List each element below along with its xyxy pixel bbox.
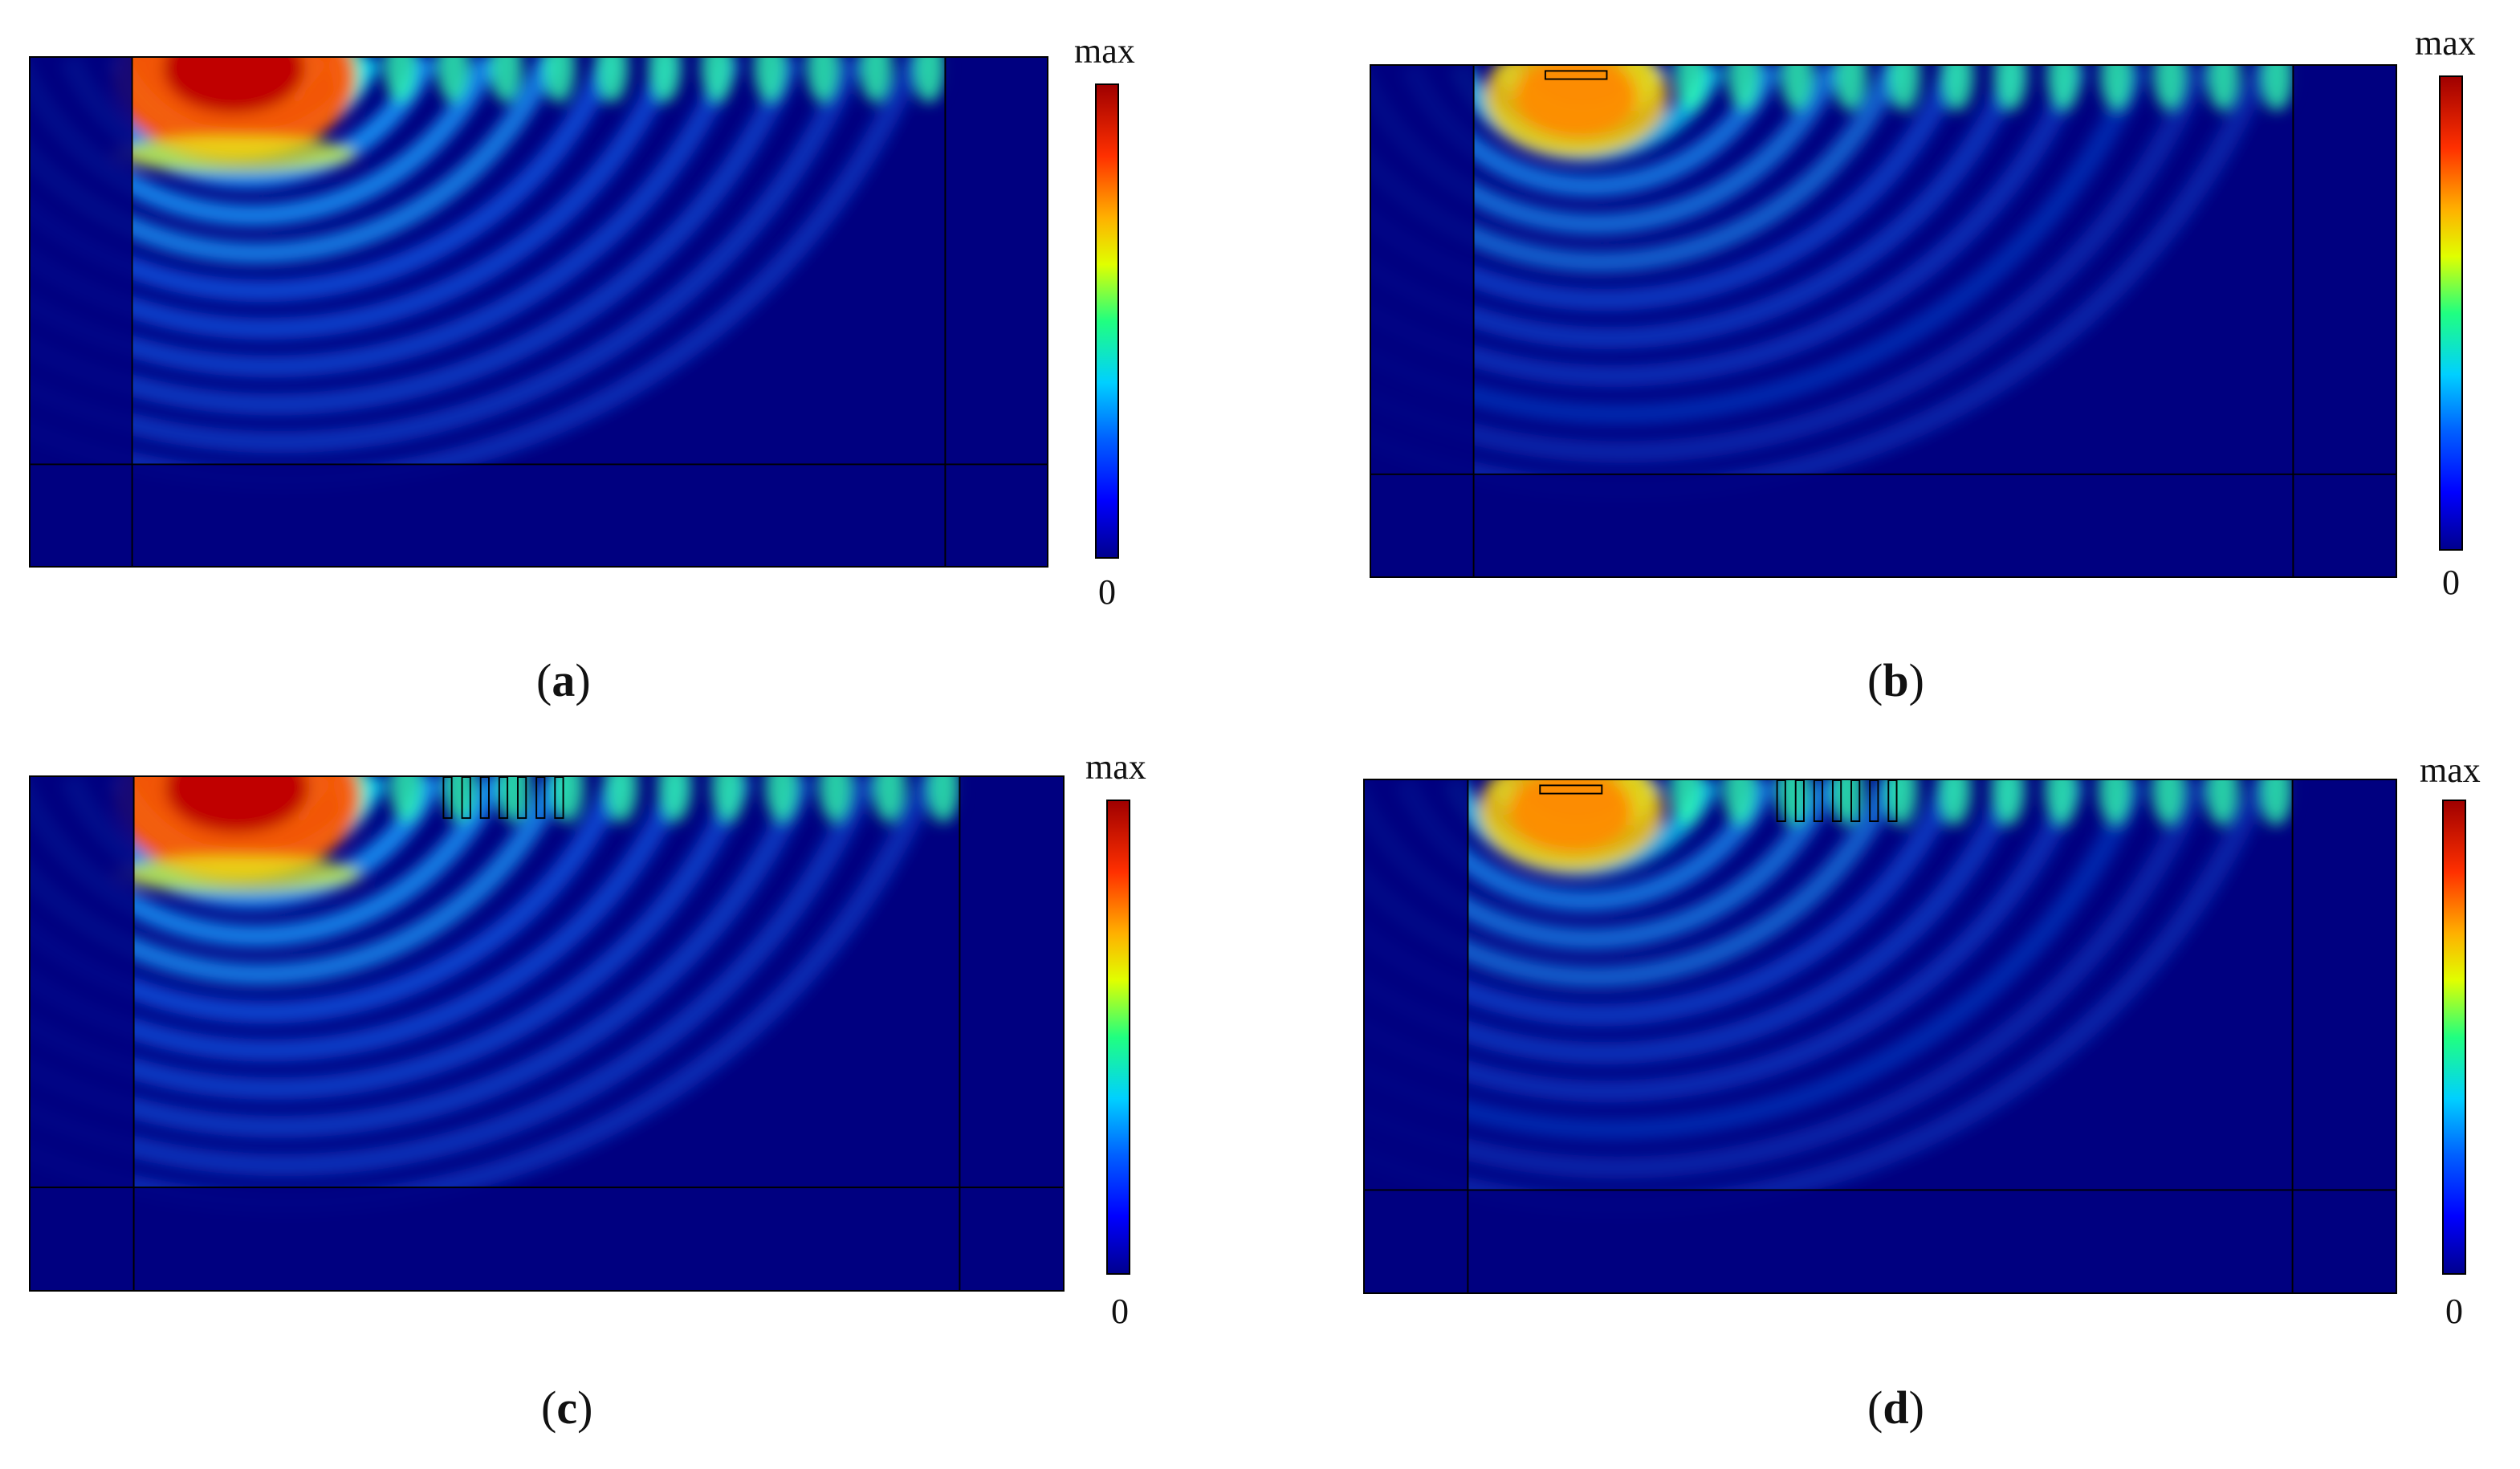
- caption-a: (a): [536, 654, 591, 706]
- field-plot-c: [29, 775, 1065, 1292]
- field-plot-d: [1363, 779, 2397, 1294]
- colorbar-min-label-d: 0: [2445, 1292, 2463, 1331]
- field-plot-b: [1370, 64, 2397, 578]
- wave-field-image: [31, 777, 1063, 1290]
- caption-d: (d): [1867, 1382, 1924, 1434]
- wave-field-image: [1371, 66, 2396, 576]
- colorbar-min-label-b: 0: [2442, 563, 2460, 602]
- colorbar-c: [1106, 800, 1130, 1275]
- colorbar-max-label-d: max: [2420, 751, 2481, 790]
- wave-field-image: [31, 58, 1047, 566]
- caption-b: (b): [1867, 654, 1924, 706]
- caption-c: (c): [541, 1382, 593, 1434]
- colorbar-max-label-b: max: [2415, 23, 2476, 63]
- field-plot-a: [29, 56, 1048, 568]
- colorbar-a: [1095, 83, 1119, 559]
- wave-field-image: [1365, 780, 2396, 1292]
- colorbar-min-label-c: 0: [1111, 1292, 1129, 1331]
- colorbar-d: [2442, 800, 2466, 1275]
- colorbar-max-label-a: max: [1074, 31, 1135, 71]
- colorbar-b: [2439, 75, 2463, 551]
- colorbar-min-label-a: 0: [1098, 572, 1116, 612]
- colorbar-max-label-c: max: [1085, 747, 1146, 787]
